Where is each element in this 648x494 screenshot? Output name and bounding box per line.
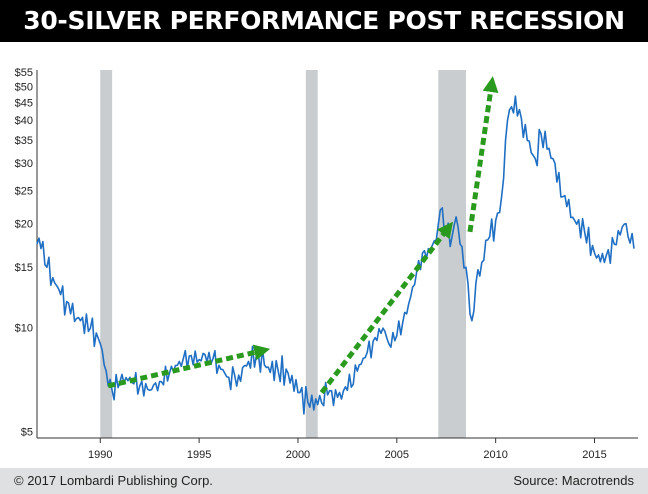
chart-title: 30-SILVER PERFORMANCE POST RECESSION xyxy=(0,0,648,42)
trend-arrows xyxy=(107,76,499,395)
x-tick-label: 1995 xyxy=(187,449,211,461)
y-tick-label: $45 xyxy=(15,97,33,109)
recession-band xyxy=(438,70,467,438)
y-tick-label: $40 xyxy=(15,115,33,127)
x-tick-label: 2015 xyxy=(582,449,606,461)
silver-price-chart: $55$50$45$40$35$30$25$20$15$10$5 1990 199… xyxy=(15,67,638,461)
y-tick-label: $10 xyxy=(15,323,33,335)
silver-price-line xyxy=(36,95,635,415)
y-tick-label: $20 xyxy=(15,219,33,231)
x-tick-labels: 1990 1995 2000 2005 2010 2015 xyxy=(88,438,607,461)
trend-arrow xyxy=(107,344,271,389)
x-tick-label: 2005 xyxy=(385,449,409,461)
footer-bar: © 2017 Lombardi Publishing Corp. Source:… xyxy=(0,468,648,494)
x-tick-label: 1990 xyxy=(88,449,112,461)
y-tick-label: $25 xyxy=(15,185,33,197)
trend-arrow xyxy=(319,221,454,395)
y-tick-labels: $55 $50 $45 $40 $35 $30 $25 $20 $15 $10 $5 xyxy=(15,67,33,438)
y-tick-label: $30 xyxy=(15,158,33,170)
recession-band xyxy=(305,70,318,438)
recession-bands xyxy=(100,70,467,438)
chart-area: $55 $50 $45 $40 $35 $30 $25 $20 $15 $10 $5 1990 199… xyxy=(0,58,648,468)
y-tick-label: $35 xyxy=(15,135,33,147)
x-tick-label: 2010 xyxy=(483,449,507,461)
copyright-text: © 2017 Lombardi Publishing Corp. xyxy=(14,473,213,488)
axes xyxy=(36,70,638,439)
trend-arrow xyxy=(467,76,499,233)
y-tick-label: $55 xyxy=(15,67,33,79)
x-tick-label: 2000 xyxy=(286,449,310,461)
source-text: Source: Macrotrends xyxy=(513,473,634,488)
y-tick-label: $50 xyxy=(15,81,33,93)
y-tick-label: $15 xyxy=(15,262,33,274)
y-tick-label: $5 xyxy=(21,426,33,438)
series-layer xyxy=(36,95,635,415)
recession-band xyxy=(100,70,113,438)
